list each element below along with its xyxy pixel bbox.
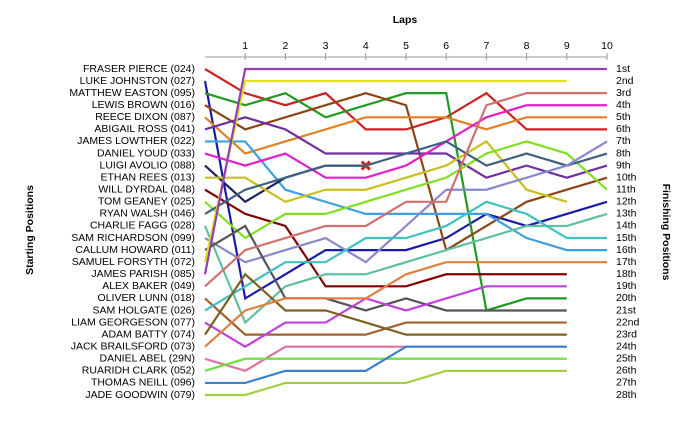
- position-line: [204, 357, 567, 372]
- finishing-label: 17th: [616, 256, 637, 268]
- starting-label: JAMES PARISH (085): [91, 268, 195, 280]
- position-line: [203, 67, 607, 275]
- position-line: [204, 92, 607, 288]
- starting-label: MATTHEW EASTON (095): [69, 87, 195, 99]
- position-line: [204, 140, 608, 215]
- starting-label: THOMAS NEILL (096): [91, 377, 195, 389]
- finishing-label: 13th: [616, 208, 637, 220]
- finishing-label: 2nd: [616, 75, 634, 87]
- finishing-label: 22nd: [616, 316, 640, 328]
- finishing-label: 12th: [616, 196, 637, 208]
- position-line: [205, 140, 568, 204]
- finishing-label: 18th: [616, 268, 637, 280]
- position-line: [204, 200, 607, 312]
- position-line: [204, 140, 608, 264]
- finishing-label: 8th: [616, 147, 631, 159]
- starting-label: SAM RICHARDSON (099): [71, 232, 195, 244]
- finishing-label: 6th: [616, 123, 631, 135]
- position-line: [205, 140, 607, 252]
- starting-label: LUKE JOHNSTON (027): [80, 75, 195, 87]
- x-tick-label: 5: [403, 40, 409, 52]
- position-line: [204, 116, 607, 155]
- position-line: [204, 164, 366, 204]
- position-line: [204, 91, 608, 252]
- starting-label: LUIGI AVOLIO (088): [99, 159, 195, 171]
- starting-label: DANIEL YOUD (033): [97, 147, 195, 159]
- starting-label: FRASER PIERCE (024): [83, 63, 195, 75]
- x-tick-label: 4: [363, 40, 369, 52]
- x-tick-label: 7: [483, 40, 489, 52]
- position-line: [204, 261, 607, 348]
- finishing-label: 3rd: [616, 87, 631, 99]
- x-tick-label: 1: [242, 40, 248, 52]
- x-tick-label: 10: [601, 40, 613, 52]
- x-tick-label: 2: [282, 40, 288, 52]
- starting-label: WILL DYRDAL (048): [98, 184, 195, 196]
- starting-label: JADE GOODWIN (079): [85, 389, 195, 401]
- finishing-label: 11th: [616, 184, 636, 196]
- position-line: [204, 272, 567, 336]
- finishing-label: 16th: [616, 244, 637, 256]
- position-line: [203, 212, 608, 325]
- finishing-label: 10th: [616, 171, 637, 183]
- finishing-label: 5th: [616, 111, 631, 123]
- finishing-label: 9th: [616, 159, 631, 171]
- starting-label: ETHAN REES (013): [100, 171, 195, 183]
- starting-label: ABIGAIL ROSS (041): [94, 123, 195, 135]
- position-line: [204, 285, 567, 348]
- position-line: [204, 104, 607, 179]
- starting-label: TOM GEANEY (025): [98, 196, 195, 208]
- position-line: [205, 345, 567, 385]
- finishing-label: 1st: [616, 63, 630, 75]
- finishing-label: 7th: [616, 135, 631, 147]
- starting-label: OLIVER LUNN (018): [98, 292, 195, 304]
- finishing-label: 25th: [616, 353, 637, 365]
- finishing-label: 20th: [616, 292, 637, 304]
- y-axis-label-right: Finishing Positions: [660, 184, 672, 281]
- starting-label: RYAN WALSH (046): [100, 208, 196, 220]
- starting-label: DANIEL ABEL (29N): [99, 353, 195, 365]
- starting-label: ALEX BAKER (049): [102, 280, 195, 292]
- starting-label: LIAM GEORGESON (077): [71, 316, 195, 328]
- y-axis-label-left: Starting Positions: [24, 185, 36, 275]
- starting-label: CALLUM HOWARD (011): [75, 244, 195, 256]
- starting-label: JACK BRAILSFORD (073): [71, 340, 195, 352]
- finishing-label: 27th: [616, 377, 637, 389]
- starting-label: LEWIS BROWN (016): [92, 99, 195, 111]
- starting-label: SAMUEL FORSYTH (072): [72, 256, 195, 268]
- chart-title: Laps: [393, 14, 418, 26]
- starting-label: RUARIDH CLARK (052): [82, 365, 195, 377]
- finishing-label: 24th: [616, 340, 637, 352]
- x-tick-label: 3: [323, 40, 329, 52]
- x-tick-label: 6: [443, 40, 449, 52]
- starting-label: ADAM BATTY (074): [101, 328, 195, 340]
- starting-label: REECE DIXON (087): [95, 111, 195, 123]
- starting-label: CHARLIE FAGG (028): [90, 220, 195, 232]
- finishing-label: 19th: [616, 280, 637, 292]
- x-tick-label: 8: [524, 40, 530, 52]
- starting-label: SAM HOLGATE (026): [93, 304, 196, 316]
- position-line: [204, 68, 607, 131]
- finishing-label: 21st: [616, 304, 636, 316]
- finishing-label: 23rd: [616, 328, 637, 340]
- finishing-label: 28th: [616, 389, 637, 401]
- finishing-label: 26th: [616, 365, 637, 377]
- finishing-label: 14th: [616, 220, 637, 232]
- finishing-label: 15th: [616, 232, 637, 244]
- x-tick-label: 9: [564, 40, 570, 52]
- starting-label: JAMES LOWTHER (022): [77, 135, 195, 147]
- position-line: [203, 79, 567, 263]
- finishing-label: 4th: [616, 99, 631, 111]
- position-line: [204, 140, 608, 240]
- position-line: [205, 369, 567, 397]
